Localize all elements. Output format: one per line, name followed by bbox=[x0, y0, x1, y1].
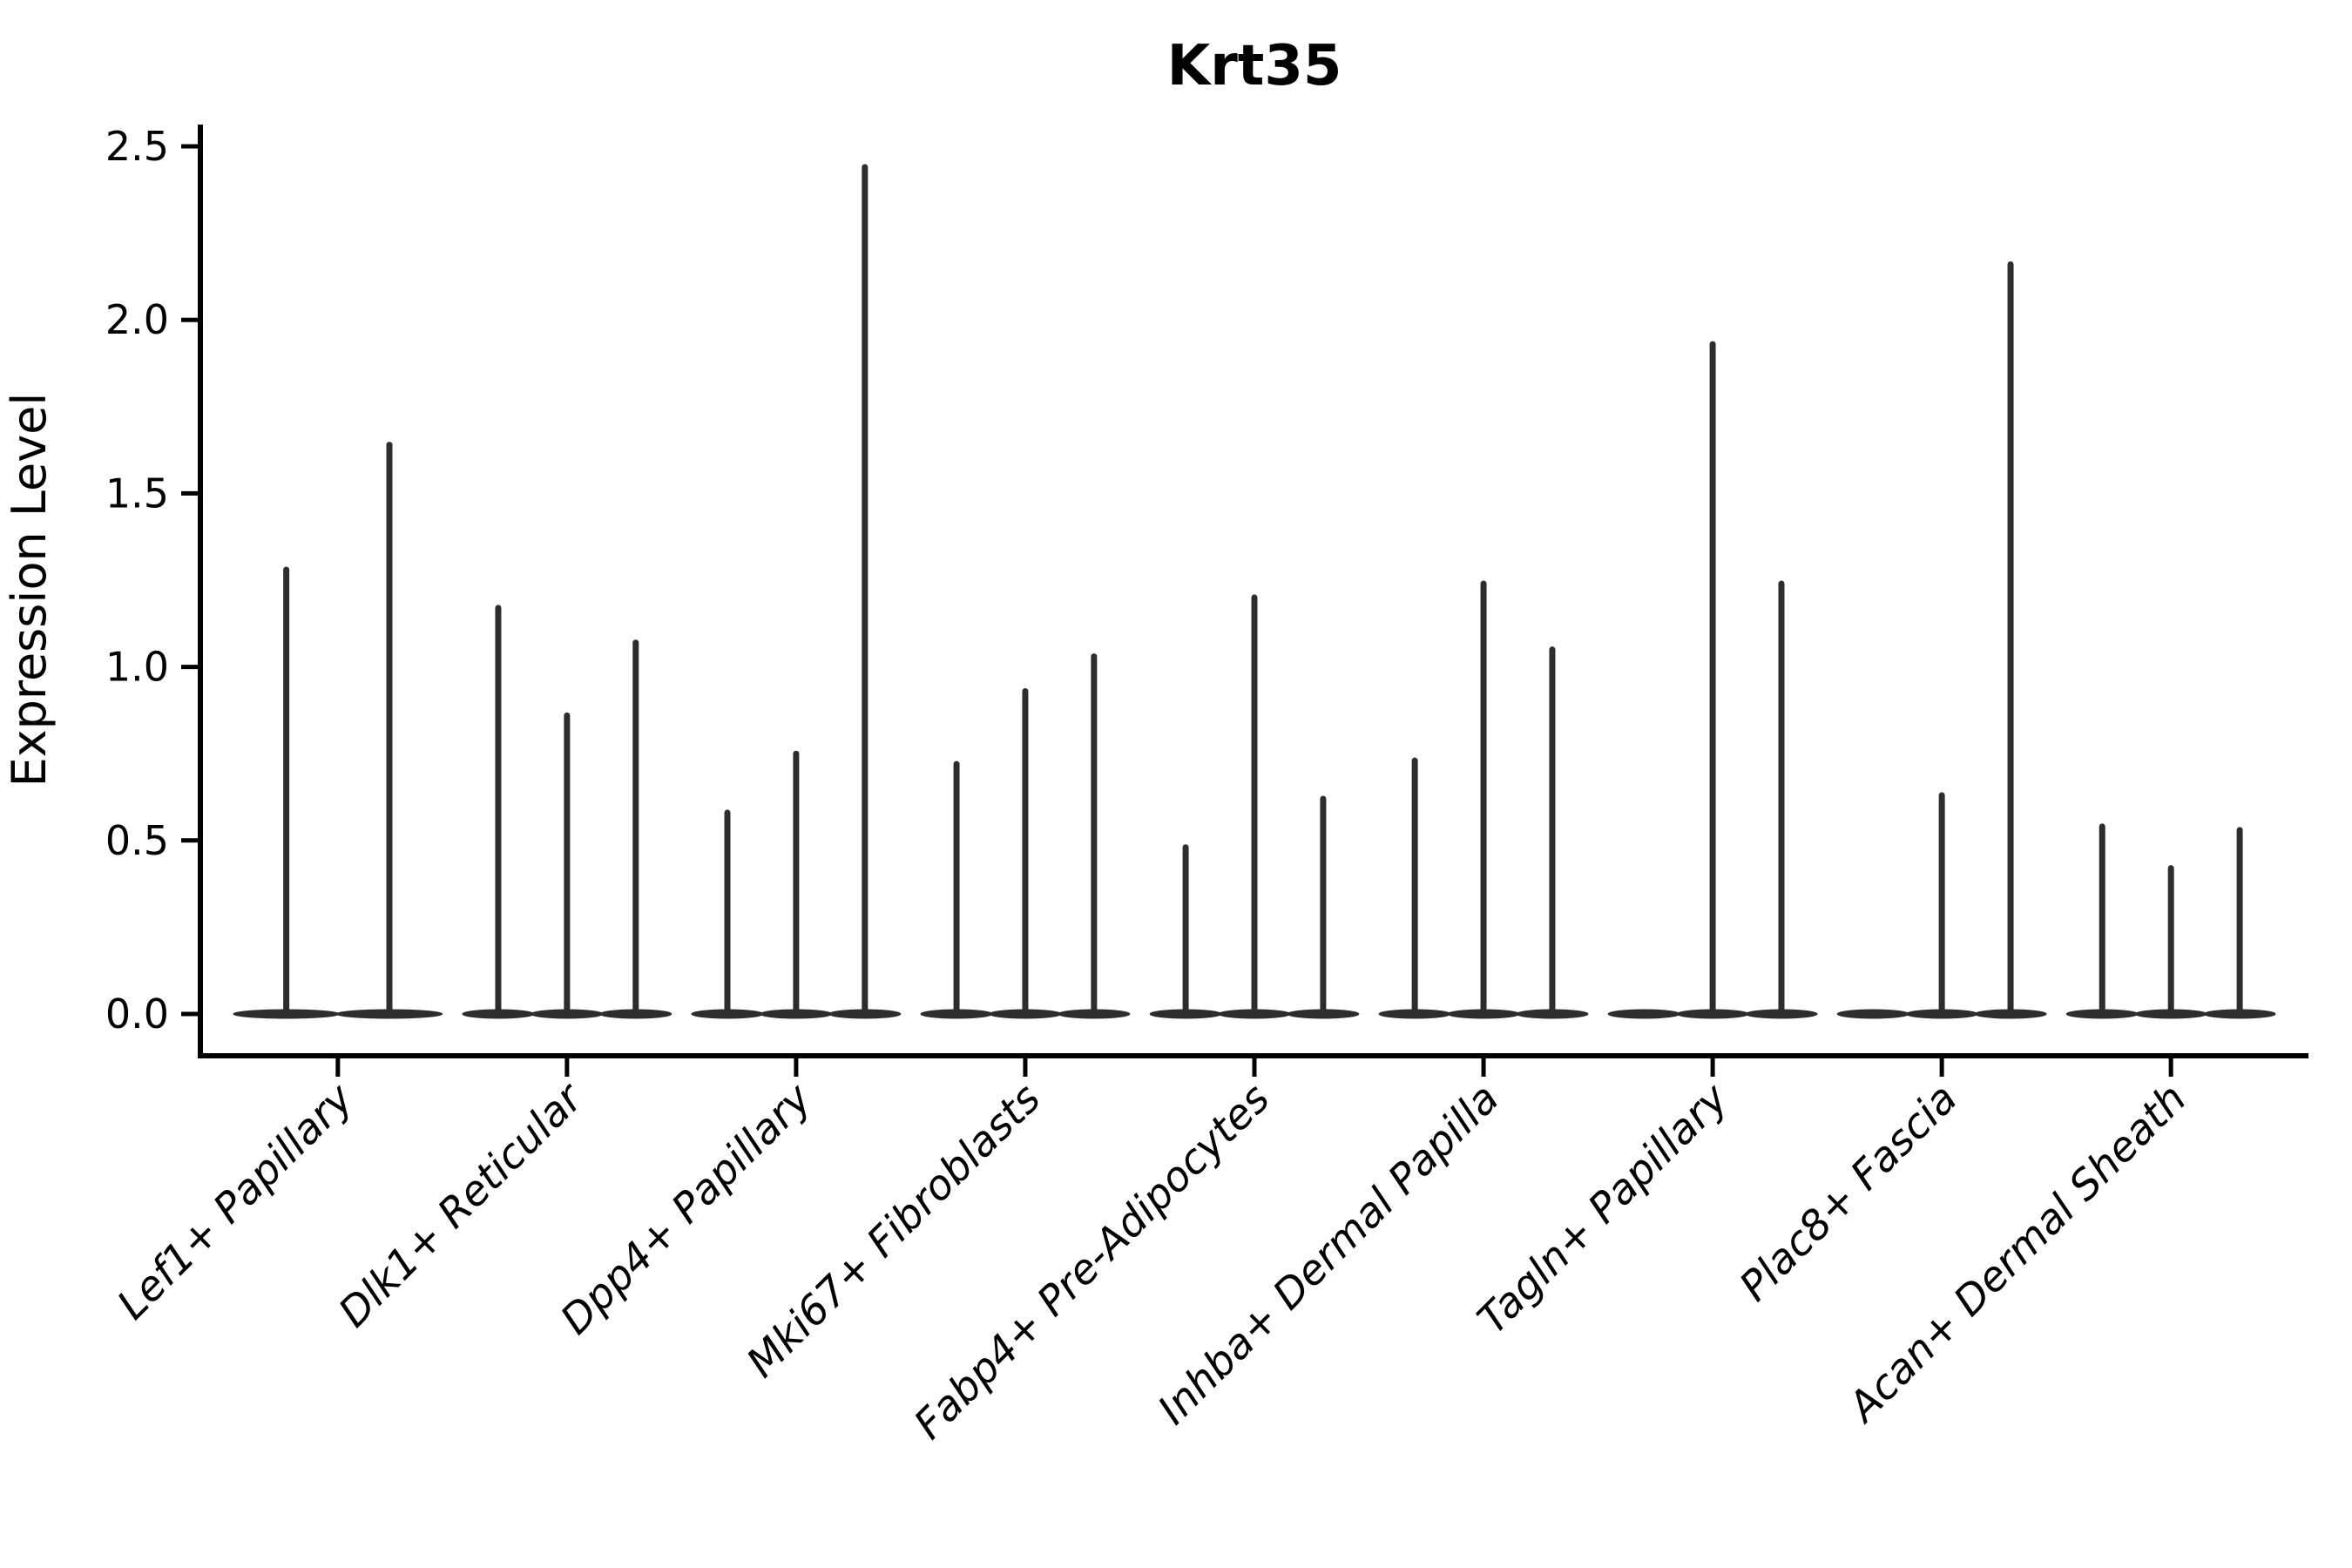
chart-title: Krt35 bbox=[1167, 34, 1342, 98]
y-tick-label: 0.5 bbox=[105, 817, 169, 864]
y-tick-label: 2.0 bbox=[105, 296, 169, 343]
violin-body bbox=[1607, 1009, 1680, 1019]
violin-body bbox=[1836, 1009, 1909, 1019]
y-tick-label: 1.5 bbox=[105, 470, 169, 517]
x-tick-label: Plac8+ Fascia bbox=[1731, 1075, 1967, 1311]
x-tick-label: Dlk1+ Reticular bbox=[329, 1073, 593, 1337]
y-axis-label: Expression Level bbox=[2, 393, 57, 787]
y-tick-label: 1.0 bbox=[105, 644, 169, 691]
x-tick-label: Dpp4+ Papillary bbox=[551, 1074, 821, 1344]
x-tick-label: Tagln+ Papillary bbox=[1469, 1074, 1739, 1344]
x-tick-label: Lef1+ Papillary bbox=[108, 1074, 363, 1329]
y-tick-label: 0.0 bbox=[105, 990, 169, 1037]
y-tick-label: 2.5 bbox=[105, 123, 169, 170]
